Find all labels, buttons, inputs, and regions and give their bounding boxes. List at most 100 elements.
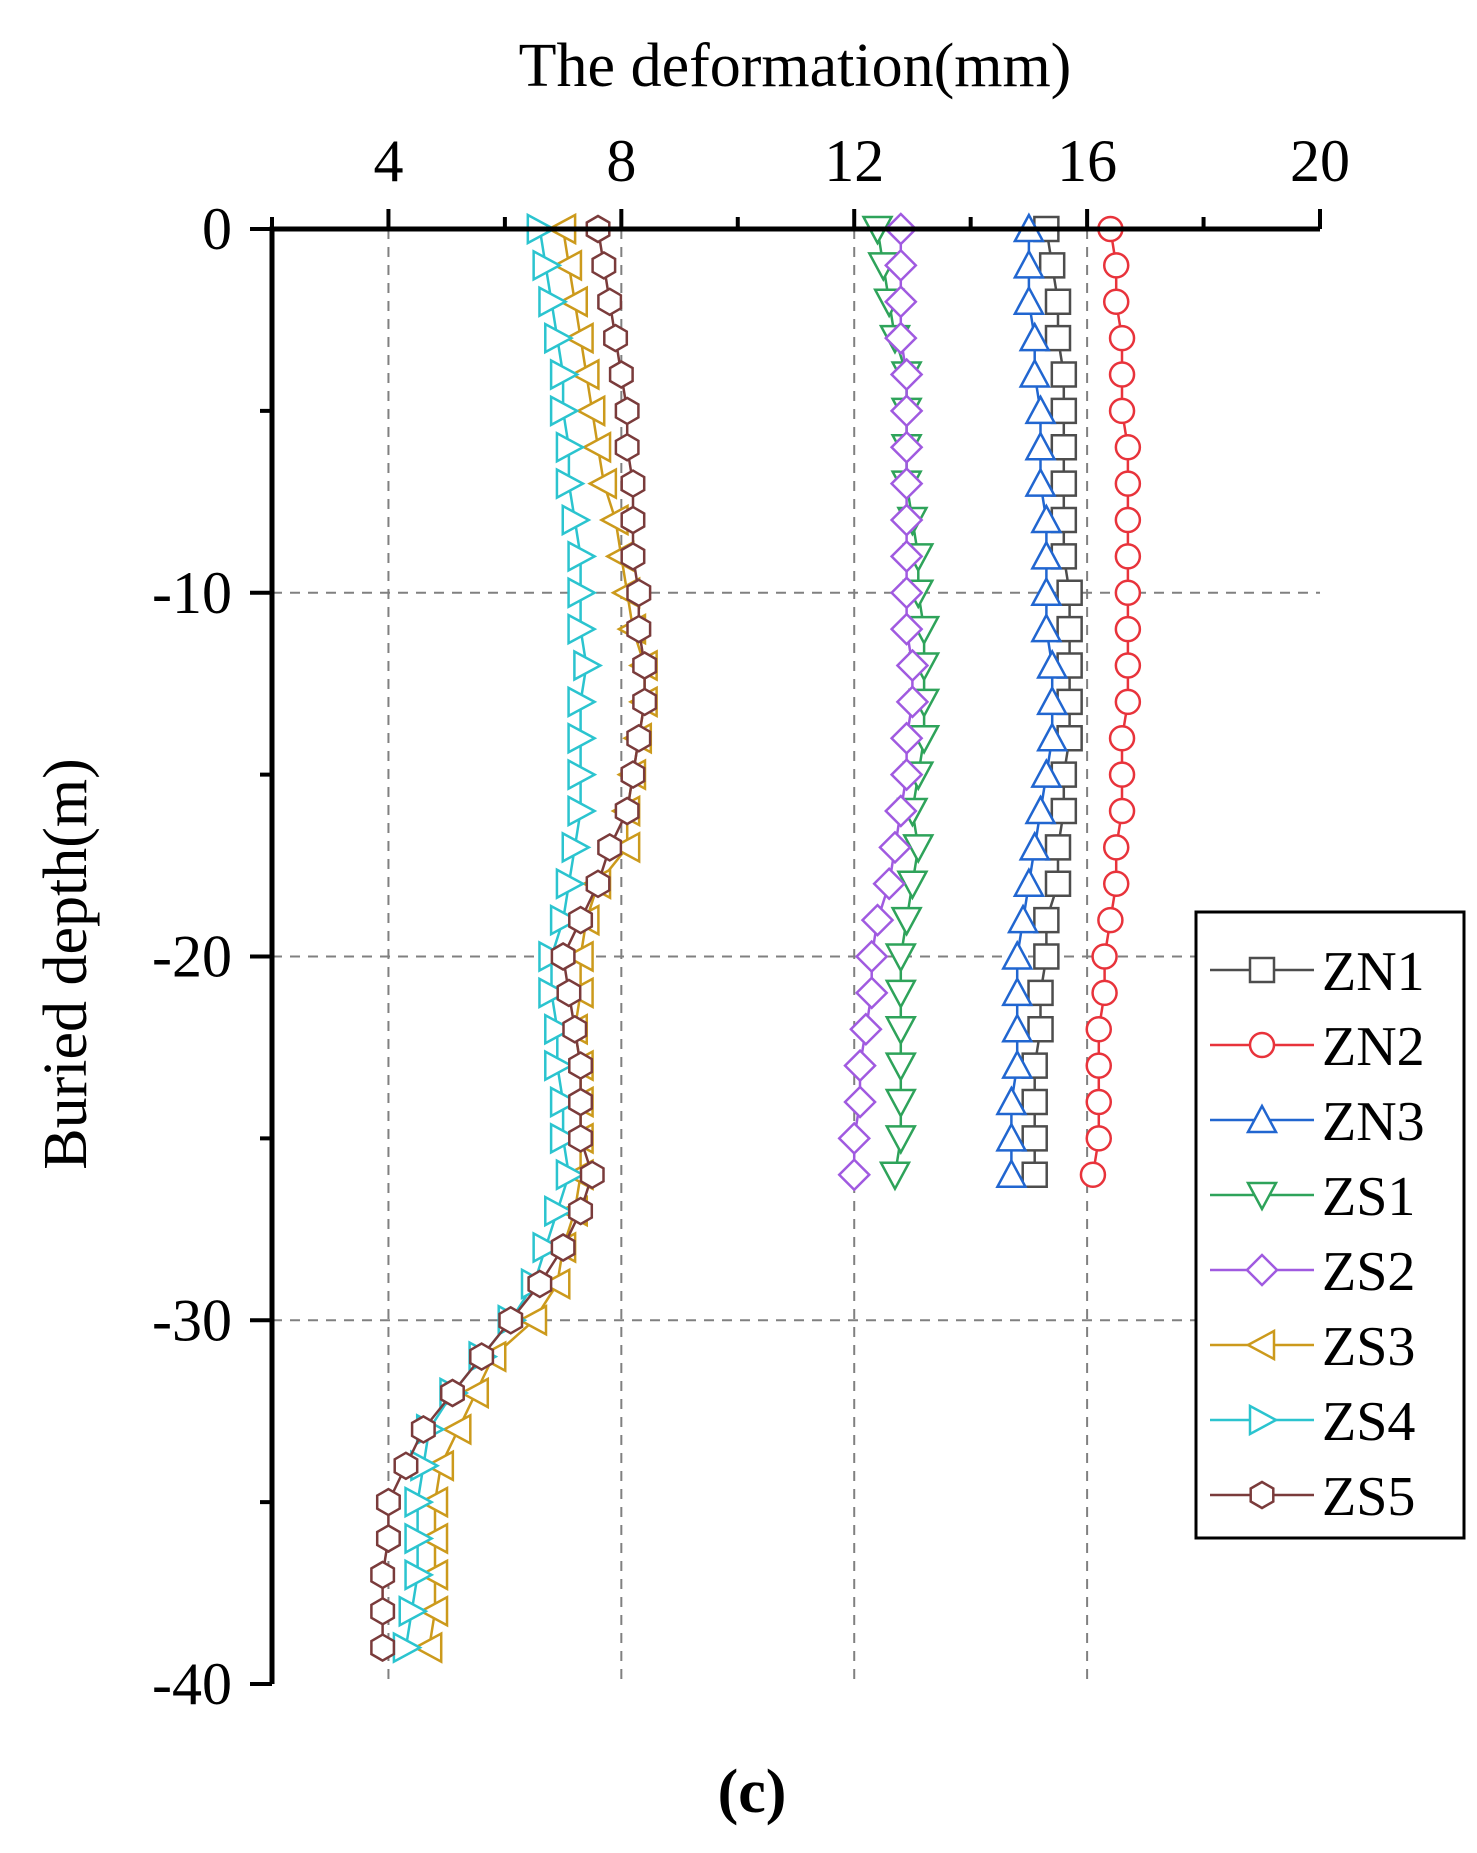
data-point [555, 1158, 586, 1191]
series-zs5 [370, 214, 658, 1663]
series-line-zs3 [427, 228, 646, 1648]
data-point [1024, 430, 1057, 461]
data-point [549, 358, 580, 391]
data-point [1044, 324, 1072, 352]
data-point [889, 539, 924, 574]
panel-label: (c) [718, 1758, 787, 1826]
data-point [552, 249, 583, 282]
data-point [1097, 906, 1124, 934]
axes-layer: 4 8 12 16 20 0 -10 -20 -30 -40 [152, 128, 1350, 1717]
legend-item: ZS4 [1210, 1391, 1415, 1453]
data-point [1021, 1088, 1048, 1116]
data-point [568, 1123, 594, 1153]
data-point [1108, 324, 1136, 352]
data-point [1018, 830, 1051, 861]
data-point [1050, 434, 1078, 461]
data-point [889, 575, 924, 610]
data-point [549, 1122, 580, 1155]
series-zn1 [1021, 215, 1083, 1188]
data-point [1006, 903, 1040, 934]
data-point [1030, 576, 1063, 606]
data-point [843, 1048, 877, 1083]
series-zn2 [1079, 215, 1142, 1188]
data-point [889, 503, 924, 537]
data-point [1044, 834, 1072, 861]
data-point [1085, 1016, 1113, 1043]
data-point [1102, 870, 1130, 897]
data-point [1036, 685, 1069, 716]
data-point [902, 834, 935, 865]
data-point [370, 1596, 396, 1626]
data-point [439, 1378, 465, 1408]
y-tick-label: -40 [152, 1651, 232, 1717]
data-point [575, 394, 606, 427]
data-point [889, 466, 924, 501]
data-point [1108, 761, 1136, 788]
data-point [884, 284, 918, 319]
data-point [1033, 943, 1060, 970]
data-point [549, 1085, 580, 1119]
x-tick-label: 8 [606, 128, 636, 194]
legend-swatch-marker [1248, 1403, 1279, 1437]
data-point [884, 1088, 917, 1119]
data-point [393, 1451, 419, 1481]
x-tick-label: 20 [1290, 128, 1350, 194]
data-point [1027, 979, 1054, 1007]
y-axis-title: Buried depth(m) [32, 758, 100, 1170]
legend-item: ZS5 [1210, 1466, 1415, 1528]
legend-item: ZN1 [1210, 941, 1425, 1003]
data-point [558, 285, 589, 318]
legend-swatch-marker [1248, 956, 1276, 984]
data-point [532, 249, 563, 282]
data-point [884, 1052, 917, 1083]
data-point [1056, 615, 1083, 643]
data-point [1114, 615, 1142, 643]
data-point [568, 905, 594, 935]
legend-item: ZS1 [1210, 1166, 1415, 1228]
data-point [1114, 506, 1142, 534]
data-point [550, 1233, 576, 1262]
data-point [1038, 252, 1066, 279]
data-point [1001, 939, 1034, 970]
legend-label: ZN1 [1322, 941, 1425, 1003]
data-point [1091, 979, 1118, 1007]
data-point [1021, 1161, 1048, 1188]
data-point [581, 431, 612, 464]
data-point [1024, 794, 1057, 825]
data-point [1102, 252, 1130, 279]
data-point [889, 357, 924, 392]
data-point [549, 904, 580, 937]
data-point [620, 469, 646, 499]
data-point [441, 1413, 472, 1446]
data-point [498, 1305, 524, 1335]
data-point [1114, 652, 1142, 679]
data-point [569, 358, 600, 391]
series-line-zs5 [381, 228, 646, 1648]
data-point [550, 942, 576, 971]
data-point [527, 1269, 553, 1299]
data-point [884, 1125, 917, 1156]
data-point [1044, 288, 1072, 315]
data-point [1108, 361, 1136, 388]
series-line-zs4 [404, 228, 588, 1648]
data-point [370, 1560, 396, 1590]
legend-label: ZS1 [1322, 1166, 1415, 1228]
data-point [1030, 539, 1063, 570]
series-layer [370, 212, 1142, 1664]
data-point [837, 1121, 871, 1156]
data-point [1036, 648, 1069, 679]
legend-swatch-marker [1245, 1253, 1279, 1287]
data-point [573, 649, 604, 682]
data-point [1102, 834, 1130, 861]
data-point [1050, 361, 1078, 388]
data-point [1085, 1125, 1113, 1152]
legend-swatch-marker [1245, 1181, 1279, 1212]
data-point [587, 467, 618, 500]
data-point [995, 1158, 1028, 1188]
data-point [603, 323, 629, 353]
data-point [404, 1558, 435, 1591]
data-point [544, 322, 574, 355]
data-point [620, 760, 646, 790]
data-point [1091, 943, 1118, 970]
data-point [556, 978, 582, 1008]
